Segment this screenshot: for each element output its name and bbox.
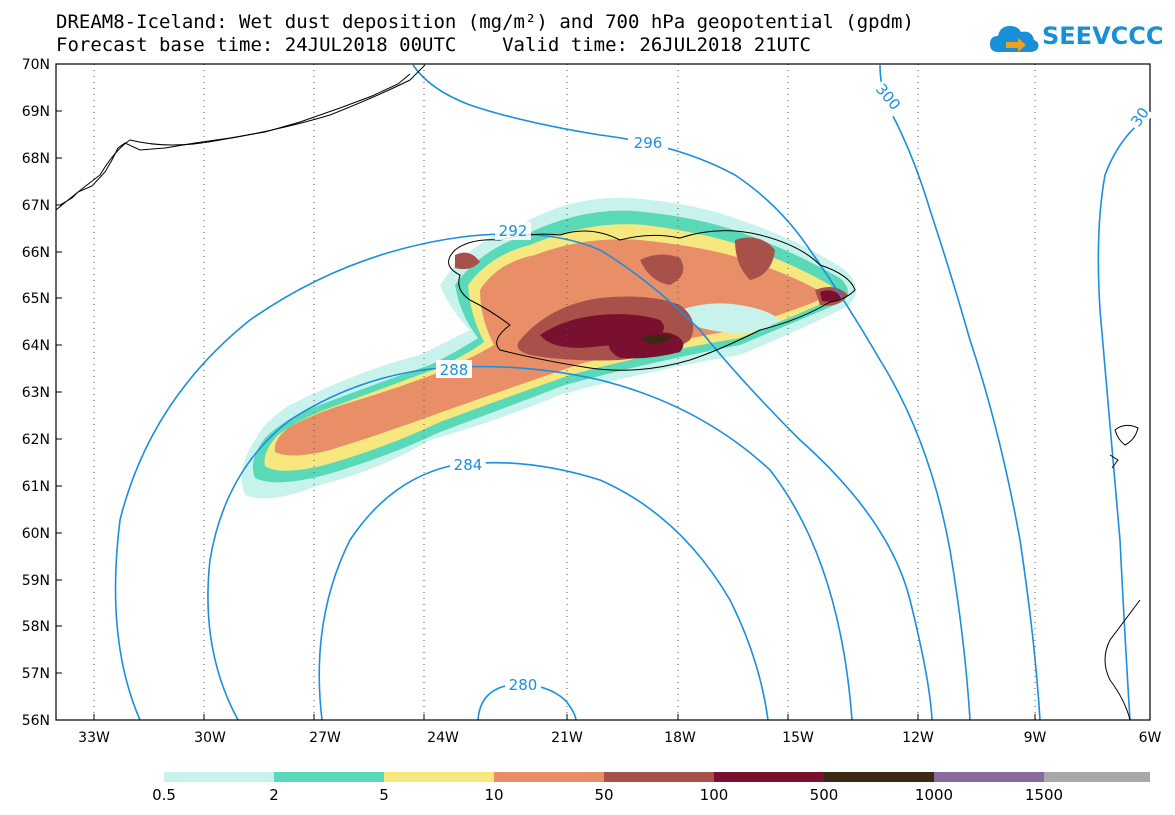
lat-label-64n: 64N — [22, 338, 50, 354]
map-title: DREAM8-Iceland: Wet dust deposition (mg/… — [56, 11, 914, 33]
contour-label-284: 284 — [454, 456, 483, 474]
contour-296 — [412, 64, 971, 721]
colorbar-label-10: 10 — [484, 786, 503, 804]
iceland-coast — [448, 230, 856, 371]
lat-label-62n: 62N — [22, 432, 50, 448]
lat-label-56n: 56N — [22, 713, 50, 729]
latitude-axis: 70N 69N 68N 67N 66N 65N 64N 63N 62N 61N … — [22, 57, 62, 729]
deposition-100-east — [820, 290, 842, 302]
colorbar-swatch-0 — [164, 772, 274, 782]
colorbar-label-500: 500 — [810, 786, 839, 804]
deposition-shading — [241, 197, 857, 499]
colorbar-label-0.5: 0.5 — [152, 786, 176, 804]
colorbar-swatch-4 — [604, 772, 714, 782]
greenland-coast — [55, 64, 426, 211]
greenland-coast-detail — [59, 73, 411, 206]
lon-label-6w: 6W — [1139, 730, 1162, 746]
colorbar-label-1500: 1500 — [1025, 786, 1063, 804]
colorbar-swatch-1 — [274, 772, 384, 782]
contour-label-292: 292 — [499, 222, 528, 240]
lat-label-70n: 70N — [22, 57, 50, 73]
lat-label-68n: 68N — [22, 151, 50, 167]
contour-300 — [879, 64, 1041, 721]
contour-292 — [114, 233, 933, 721]
longitude-axis: 33W 30W 27W 24W 21W 18W 15W 12W 9W 6W — [78, 714, 1162, 746]
lat-label-63n: 63N — [22, 385, 50, 401]
deposition-gap — [680, 303, 780, 334]
contour-label-296: 296 — [634, 134, 663, 152]
seevccc-logo-text: SEEVCCC — [1042, 22, 1164, 50]
cloud-arrow-icon — [990, 26, 1039, 52]
lon-label-24w: 24W — [427, 730, 459, 746]
colorbar-swatch-6 — [824, 772, 934, 782]
lat-label-57n: 57N — [22, 666, 50, 682]
lon-label-12w: 12W — [902, 730, 934, 746]
coastlines — [55, 64, 1151, 721]
seevccc-logo — [990, 26, 1039, 52]
contour-30x — [1097, 114, 1151, 721]
geopotential-contours — [114, 64, 1151, 721]
deposition-50-east — [640, 254, 684, 285]
lon-label-30w: 30W — [194, 730, 226, 746]
faroe-coast — [1114, 424, 1139, 446]
contour-label-30: 30 — [1127, 104, 1153, 130]
scotland-coast — [1104, 599, 1151, 721]
contour-284 — [318, 461, 769, 721]
lat-label-59n: 59N — [22, 573, 50, 589]
lon-label-21w: 21W — [551, 730, 583, 746]
colorbar-label-100: 100 — [700, 786, 729, 804]
lon-label-33w: 33W — [78, 730, 110, 746]
contour-280 — [477, 683, 577, 721]
lon-label-27w: 27W — [309, 730, 341, 746]
colorbar-label-2: 2 — [269, 786, 279, 804]
deposition-500 — [640, 334, 672, 344]
shetland-coast — [1109, 454, 1119, 469]
lat-label-65n: 65N — [22, 291, 50, 307]
lon-label-18w: 18W — [664, 730, 696, 746]
lat-label-66n: 66N — [22, 245, 50, 261]
colorbar-label-5: 5 — [379, 786, 389, 804]
lat-label-67n: 67N — [22, 198, 50, 214]
colorbar-label-1000: 1000 — [915, 786, 953, 804]
lat-label-61n: 61N — [22, 479, 50, 495]
colorbar-swatch-7 — [934, 772, 1044, 782]
lat-label-69n: 69N — [22, 104, 50, 120]
colorbar-label-50: 50 — [594, 786, 613, 804]
colorbar-swatch-5 — [714, 772, 824, 782]
contour-labels: 296 300 30 292 288 284 280 — [436, 75, 1154, 694]
colorbar-swatch-2 — [384, 772, 494, 782]
contour-label-288: 288 — [440, 361, 469, 379]
lon-label-9w: 9W — [1024, 730, 1047, 746]
contour-label-280: 280 — [509, 676, 538, 694]
deposition-50-west — [455, 252, 480, 270]
lon-label-15w: 15W — [782, 730, 814, 746]
colorbar-swatch-3 — [494, 772, 604, 782]
lat-label-58n: 58N — [22, 619, 50, 635]
map-graticule — [93, 64, 1036, 720]
map-subtitle-times: Forecast base time: 24JUL2018 00UTC Vali… — [56, 34, 811, 56]
colorbar-swatch-8 — [1044, 772, 1150, 782]
lat-label-60n: 60N — [22, 526, 50, 542]
deposition-50-ne — [735, 237, 775, 280]
colorbar: 0.5 2 5 10 50 100 500 1000 1500 — [152, 772, 1150, 804]
